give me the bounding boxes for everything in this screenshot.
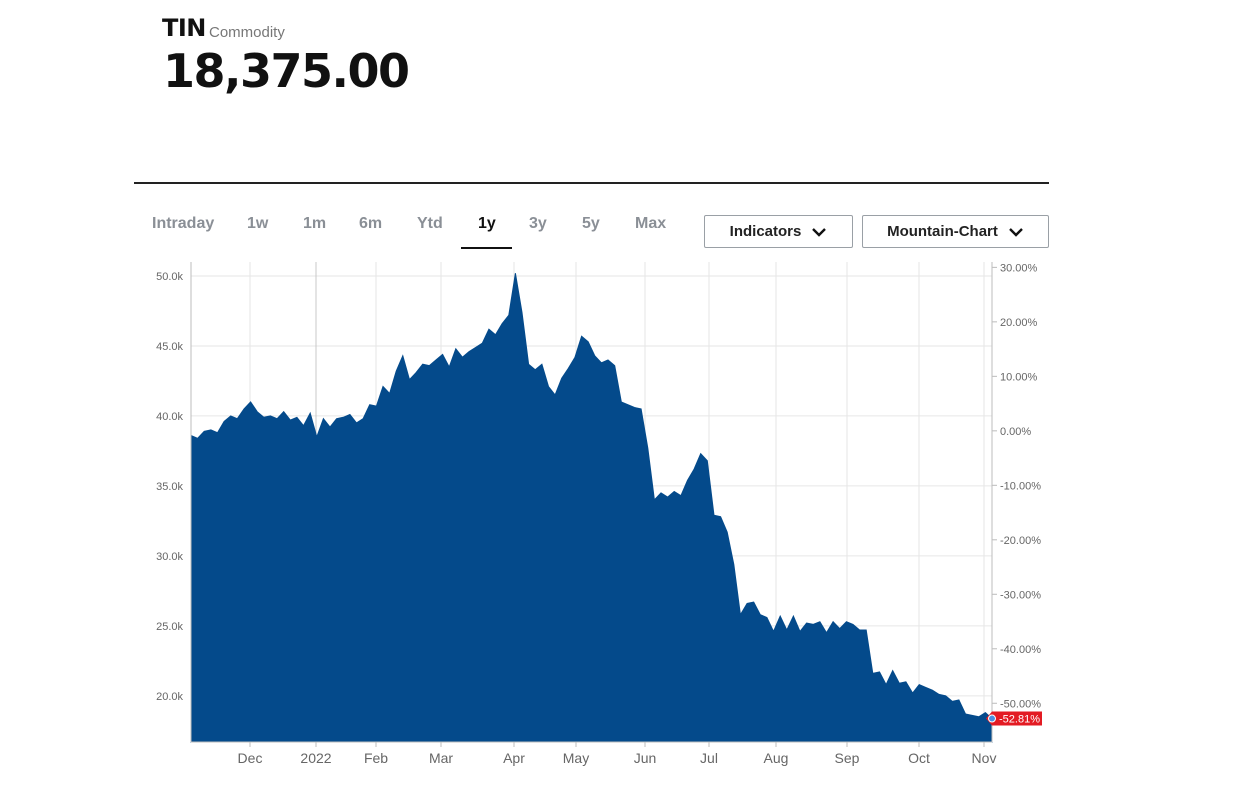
y-tick-label: 50.0k (156, 271, 183, 283)
y2-tick-label: -50.00% (1000, 698, 1041, 710)
x-tick-label: Feb (364, 750, 388, 766)
tab-5y[interactable]: 5y (582, 215, 600, 232)
y2-tick-label: 0.00% (1000, 426, 1031, 438)
x-tick-label: Jul (700, 750, 718, 766)
y2-tick-label: -20.00% (1000, 535, 1041, 547)
x-tick-label: Oct (908, 750, 930, 766)
y2-tick-label: -40.00% (1000, 644, 1041, 656)
x-tick-label: Nov (972, 750, 997, 766)
symbol-title: TIN (162, 14, 206, 42)
tab-1y[interactable]: 1y (478, 215, 496, 232)
y-tick-label: 45.0k (156, 341, 183, 353)
x-tick-label: Aug (764, 750, 789, 766)
chevron-down-icon (1009, 227, 1023, 237)
x-tick-label: Jun (634, 750, 657, 766)
last-value-marker (988, 714, 996, 723)
x-tick-label: Dec (238, 750, 263, 766)
x-tick-label: 2022 (300, 750, 331, 766)
active-tab-indicator (461, 247, 512, 249)
tab-ytd[interactable]: Ytd (417, 215, 443, 232)
last-price: 18,375.00 (163, 44, 410, 98)
y-tick-label: 20.0k (156, 691, 183, 703)
y-tick-label: 30.0k (156, 551, 183, 563)
y-tick-label: 40.0k (156, 411, 183, 423)
instrument-type: Commodity (209, 24, 285, 41)
tab-6m[interactable]: 6m (359, 215, 383, 232)
x-tick-label: Apr (503, 750, 525, 766)
tab-3y[interactable]: 3y (529, 215, 547, 232)
chart-type-dropdown[interactable]: Mountain-Chart (862, 215, 1049, 248)
chevron-down-icon (812, 227, 827, 237)
indicators-dropdown[interactable]: Indicators (704, 215, 853, 248)
price-area (190, 273, 993, 743)
change-badge-label: -52.81% (999, 714, 1040, 726)
y2-tick-label: 10.00% (1000, 371, 1038, 383)
tab-1w[interactable]: 1w (247, 215, 269, 232)
chart-type-label: Mountain-Chart (887, 223, 998, 240)
tab-max[interactable]: Max (635, 215, 667, 232)
y2-tick-label: 30.00% (1000, 262, 1038, 274)
y2-tick-label: -30.00% (1000, 589, 1041, 601)
change-badge (986, 711, 1042, 726)
x-tick-label: Sep (835, 750, 860, 766)
y2-tick-label: -10.00% (1000, 480, 1041, 492)
indicators-label: Indicators (729, 223, 802, 240)
y-tick-label: 35.0k (156, 481, 183, 493)
x-tick-label: May (563, 750, 589, 766)
x-tick-label: Mar (429, 750, 453, 766)
y2-tick-label: 20.00% (1000, 317, 1038, 329)
tab-intraday[interactable]: Intraday (152, 215, 215, 232)
section-divider (134, 182, 1049, 184)
y-tick-label: 25.0k (156, 621, 183, 633)
tab-1m[interactable]: 1m (303, 215, 327, 232)
